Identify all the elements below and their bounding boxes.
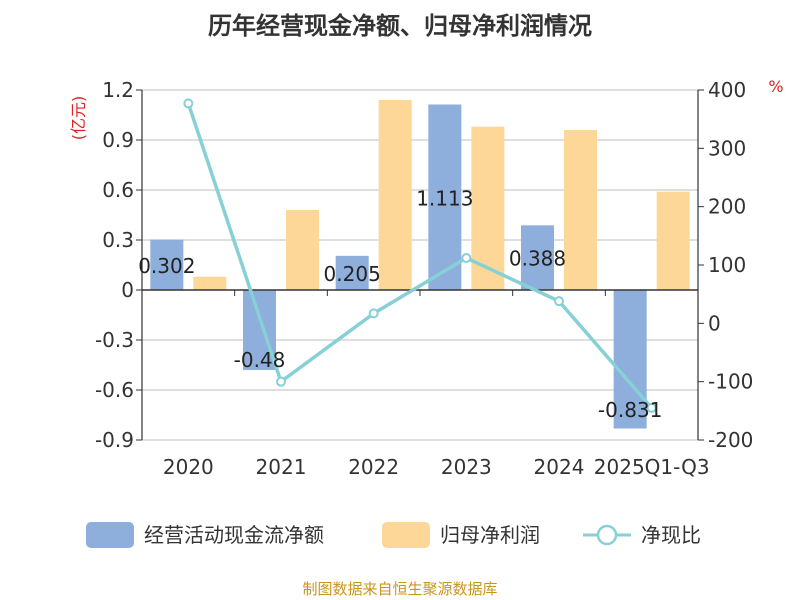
x-tick-label: 2020: [163, 455, 214, 479]
net-profit-bar: [193, 276, 227, 290]
net-profit-bar: [656, 191, 690, 290]
ratio-point: [368, 308, 379, 319]
chart-title: 历年经营现金净额、归母净利润情况: [208, 12, 592, 40]
x-tick-label: 2023: [441, 455, 492, 479]
ratio-line: [183, 98, 657, 413]
right-axis-unit: %: [768, 77, 783, 96]
left-tick-label: 0.3: [102, 228, 134, 252]
left-tick-label: 1.2: [102, 78, 134, 102]
axes: 1.2 0.9 0.6 0.3 0 -0.3 -0.6 -0.9 400 300 200 100 0 -1…: [95, 78, 753, 452]
legend-label-net-profit: 归母净利润: [440, 523, 540, 547]
left-tick-label: -0.3: [95, 328, 134, 352]
left-tick-label: 0.9: [102, 128, 134, 152]
cash-flow-data-label: 1.113: [416, 186, 473, 210]
right-tick-label: 400: [708, 78, 746, 102]
right-tick-label: -100: [708, 370, 753, 394]
x-tick-label: 2025Q1-Q3: [594, 455, 710, 479]
legend: 经营活动现金流净额 归母净利润 净现比: [86, 522, 701, 548]
net-profit-bar: [378, 100, 412, 290]
ratio-point: [183, 98, 194, 109]
ratio-point: [276, 376, 286, 387]
right-tick-label: 300: [708, 136, 746, 160]
legend-swatch-net-profit: [382, 522, 430, 548]
left-tick-label: 0.6: [102, 178, 134, 202]
legend-label-cash-flow: 经营活动现金流净额: [144, 523, 324, 547]
ratio-point: [554, 296, 564, 307]
bars: [150, 100, 690, 429]
left-axis-unit: (亿元): [69, 96, 88, 141]
data-labels: 0.302 -0.48 0.205 1.113 0.388 -0.831: [138, 186, 662, 422]
cash-flow-data-label: -0.831: [598, 398, 662, 422]
cash-flow-bar: [428, 104, 462, 290]
right-tick-label: 200: [708, 195, 746, 219]
x-tick-label: 2021: [256, 455, 307, 479]
left-tick-label: 0: [121, 278, 134, 302]
cash-flow-data-label: 0.205: [324, 262, 381, 286]
ratio-polyline: [186, 102, 653, 410]
cash-flow-data-label: 0.302: [138, 254, 195, 278]
cash-flow-bar: [613, 290, 647, 429]
x-tick-label: 2022: [348, 455, 399, 479]
right-tick-label: -200: [708, 428, 753, 452]
source-note: 制图数据来自恒生聚源数据库: [302, 580, 497, 598]
x-tick-labels: 2020 2021 2022 2023 2024 2025Q1-Q3: [163, 455, 710, 479]
net-profit-bar: [471, 126, 505, 291]
right-tick-label: 0: [708, 311, 721, 335]
net-profit-bar: [286, 210, 319, 290]
cash-flow-bar: [335, 255, 369, 290]
cash-flow-data-label: 0.388: [509, 247, 566, 271]
legend-marker-ratio: [596, 524, 618, 546]
legend-label-ratio: 净现比: [641, 523, 701, 547]
left-tick-label: -0.9: [95, 428, 134, 452]
ratio-point: [646, 402, 657, 413]
net-profit-bar: [564, 130, 597, 290]
left-tick-label: -0.6: [95, 378, 134, 402]
cash-flow-data-label: -0.48: [234, 348, 286, 372]
legend-swatch-cash-flow: [86, 522, 134, 548]
cash-flow-bar: [243, 290, 276, 370]
cash-flow-bar: [521, 225, 554, 290]
right-tick-label: 100: [708, 253, 746, 277]
ratio-point: [461, 253, 472, 263]
x-tick-label: 2024: [534, 455, 585, 479]
cash-flow-bar: [150, 239, 184, 290]
